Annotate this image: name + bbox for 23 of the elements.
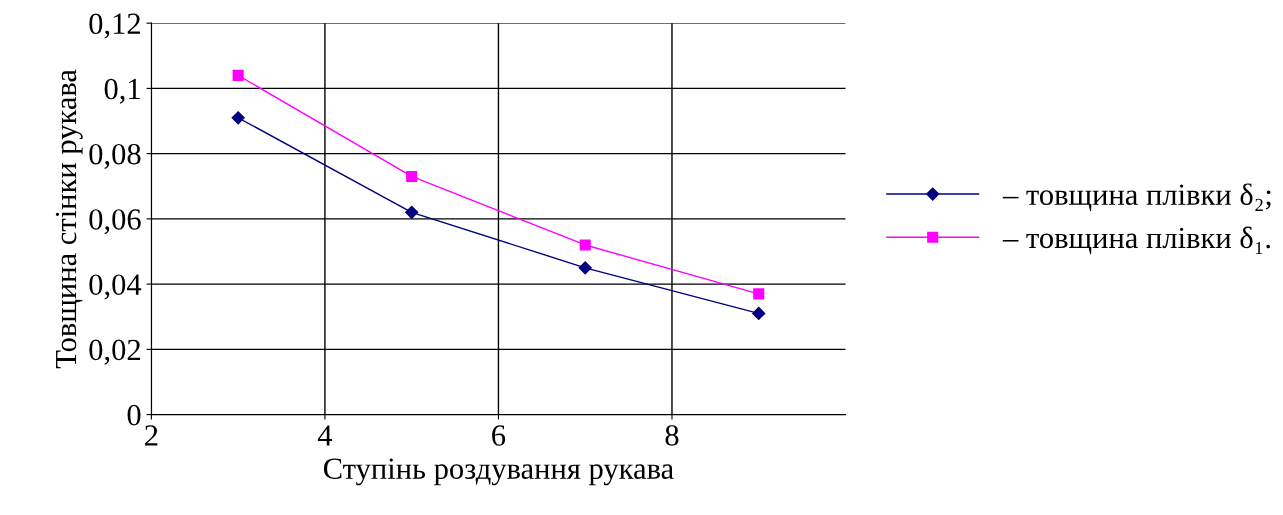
point (753, 288, 765, 300)
point (578, 261, 592, 275)
y-tick-label: 0,08 (89, 143, 141, 169)
point (231, 111, 245, 125)
y-tick-label: 0,12 (89, 13, 140, 39)
point (405, 205, 419, 219)
y-tick-label: 0,1 (104, 78, 140, 104)
x-tick-label: 8 (665, 425, 679, 446)
x-tick-label: 6 (492, 425, 506, 446)
x-tick-label: 4 (317, 425, 333, 446)
legend-label: – товщина плівки δ₂; (1002, 183, 1271, 212)
y-axis-title: Товщина стінки рукава (55, 69, 83, 369)
y-tick-label: 0,04 (89, 274, 142, 300)
y-tick-label: 0,02 (89, 339, 140, 365)
x-axis-title: Ступінь роздування рукава (323, 458, 674, 486)
y-tick-label: 0 (127, 404, 141, 426)
y-tick-label: 0,06 (89, 209, 141, 235)
x-tick-label: 2 (145, 425, 158, 446)
point (406, 170, 418, 183)
point (579, 239, 591, 251)
point (232, 69, 244, 81)
legend-label: – товщина плівки δ₁. (1002, 226, 1271, 255)
point (752, 306, 766, 321)
